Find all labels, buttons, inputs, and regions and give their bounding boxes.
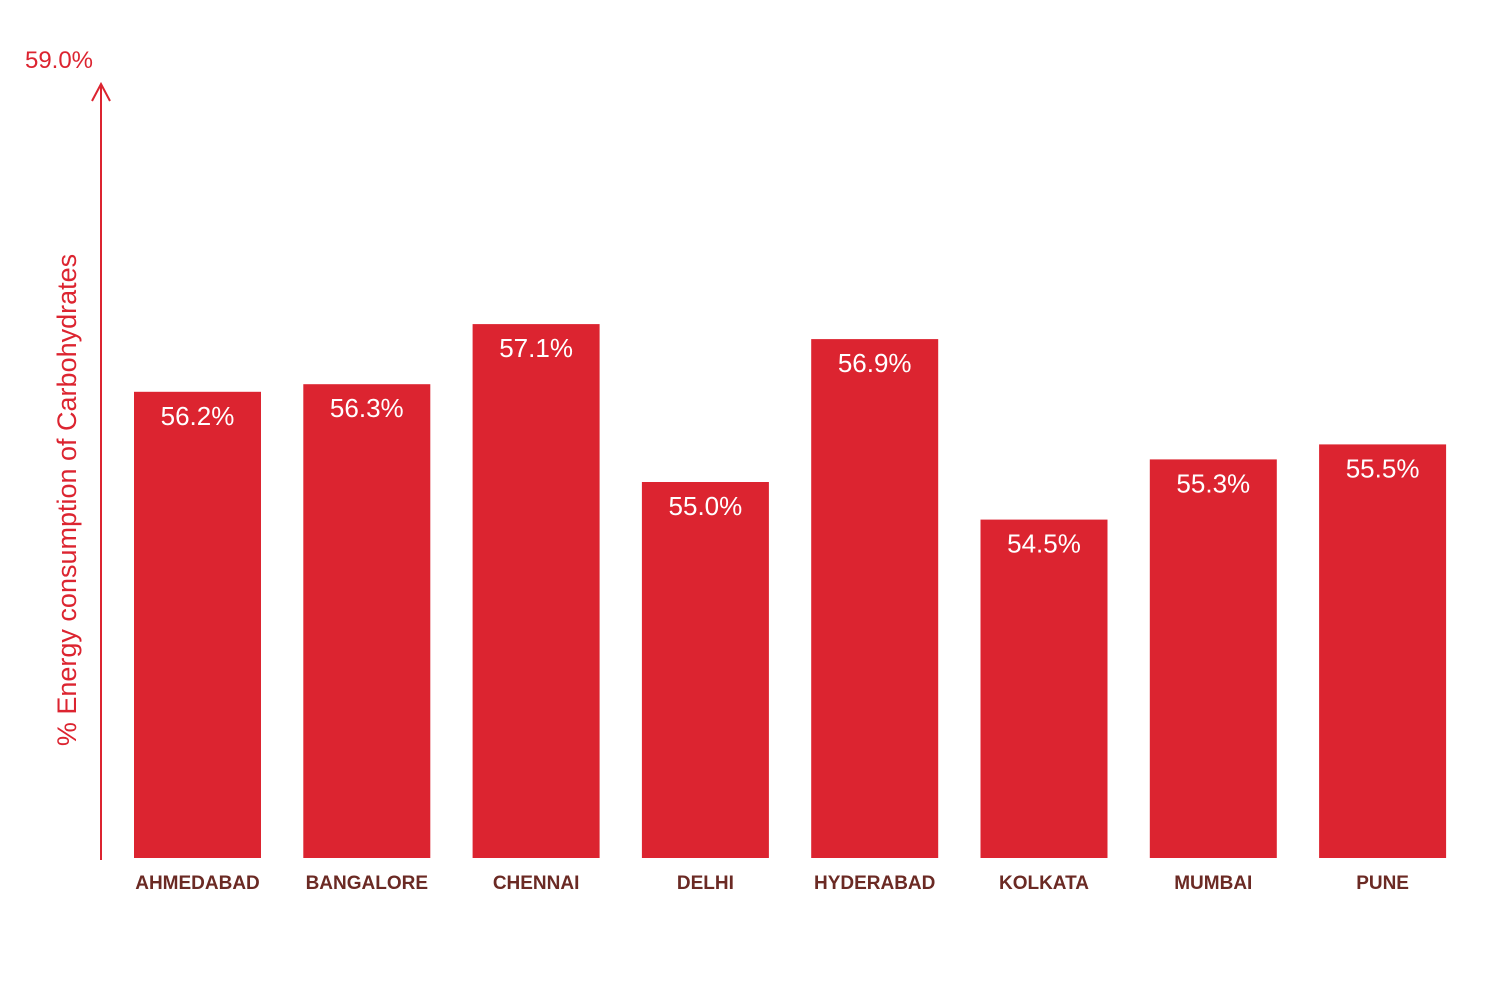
value-label-chennai: 57.1% [499,333,573,363]
category-label-chennai: CHENNAI [493,873,580,894]
category-labels-group: AHMEDABAD BANGALORE CHENNAI DELHI HYDERABAD K… [135,873,1409,894]
value-label-ahmedabad: 56.2% [161,401,235,431]
category-label-delhi: DELHI [677,873,734,894]
bar-hyderabad [811,339,939,859]
category-label-ahmedabad: AHMEDABAD [135,873,260,894]
category-label-kolkata: KOLKATA [999,873,1089,894]
y-axis-title: % Energy consumption of Carbohydrates [52,254,82,746]
value-label-delhi: 55.0% [669,491,743,521]
bar-chennai [472,324,600,859]
value-labels-group: 56.2% 56.3% 57.1% 55.0% 56.9% 54.5% 55.3% 55.5% [161,333,1420,558]
bar-mumbai [1149,459,1277,858]
bars-group [134,324,1447,859]
value-label-kolkata: 54.5% [1007,529,1081,559]
bar-bangalore [303,384,431,858]
category-label-bangalore: BANGALORE [306,873,428,894]
bar-kolkata [980,519,1108,858]
value-label-mumbai: 55.3% [1176,468,1250,498]
value-label-bangalore: 56.3% [330,393,404,423]
category-label-mumbai: MUMBAI [1174,873,1252,894]
y-axis-arrow-icon [91,81,111,102]
value-label-hyderabad: 56.9% [838,348,912,378]
y-axis-max-label: 59.0% [25,47,93,74]
bar-ahmedabad [134,391,261,858]
bar-pune [1319,444,1447,858]
category-label-pune: PUNE [1356,873,1409,894]
value-label-pune: 55.5% [1346,453,1420,483]
category-label-hyderabad: HYDERABAD [814,873,935,894]
bar-delhi [641,482,769,858]
